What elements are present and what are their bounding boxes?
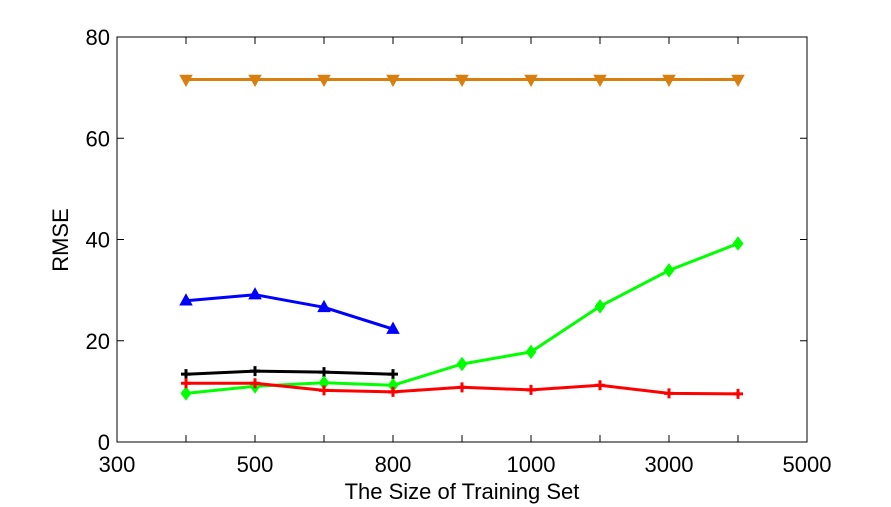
y-tick-label: 40 <box>86 228 110 253</box>
series-4 <box>181 378 743 399</box>
x-axis-title: The Size of Training Set <box>345 479 580 504</box>
x-tick-label: 3000 <box>645 452 694 477</box>
x-tick-label: 1000 <box>507 452 556 477</box>
plot-area <box>116 36 808 443</box>
data-point <box>248 74 262 88</box>
series-line <box>185 369 394 376</box>
x-tick-label: 300 <box>99 452 136 477</box>
data-point <box>386 321 400 334</box>
data-point <box>593 74 607 88</box>
x-tick-label: 5000 <box>783 452 832 477</box>
series-layer <box>179 74 745 401</box>
data-point <box>179 293 193 306</box>
data-point <box>594 299 606 314</box>
data-point <box>319 385 329 396</box>
data-point <box>526 384 536 395</box>
y-ticks: 0 20 40 60 80 <box>86 25 807 455</box>
y-tick-label: 80 <box>86 25 110 50</box>
series-1 <box>179 287 400 334</box>
data-point <box>388 369 398 380</box>
y-tick-label: 0 <box>98 430 110 455</box>
data-point <box>180 386 192 401</box>
data-point <box>181 378 191 389</box>
data-point <box>317 299 331 313</box>
data-point <box>457 382 467 393</box>
x-ticks: 300 500 800 1000 3000 5000 <box>99 37 832 477</box>
y-tick-label: 20 <box>86 329 110 354</box>
data-point <box>731 74 745 88</box>
data-point <box>525 344 537 360</box>
data-point <box>732 236 744 251</box>
data-point <box>733 388 743 399</box>
data-point <box>524 74 538 88</box>
series-0 <box>179 74 745 88</box>
data-point <box>250 366 260 377</box>
data-point <box>663 263 675 278</box>
data-point <box>181 369 191 380</box>
series-2 <box>181 366 398 380</box>
data-point <box>319 367 329 378</box>
data-point <box>317 74 331 88</box>
y-axis-title: RMSE <box>48 208 73 272</box>
data-point <box>386 74 400 88</box>
data-point <box>248 287 262 300</box>
data-point <box>664 388 674 399</box>
data-point <box>179 74 193 88</box>
data-point <box>250 378 260 389</box>
data-point <box>595 380 605 391</box>
data-point <box>662 74 676 88</box>
data-point <box>388 386 398 397</box>
data-point <box>456 356 468 372</box>
data-point <box>455 74 469 88</box>
x-tick-label: 800 <box>375 452 412 477</box>
series-line <box>185 293 394 331</box>
x-tick-label: 500 <box>237 452 274 477</box>
y-tick-label: 60 <box>86 126 110 151</box>
